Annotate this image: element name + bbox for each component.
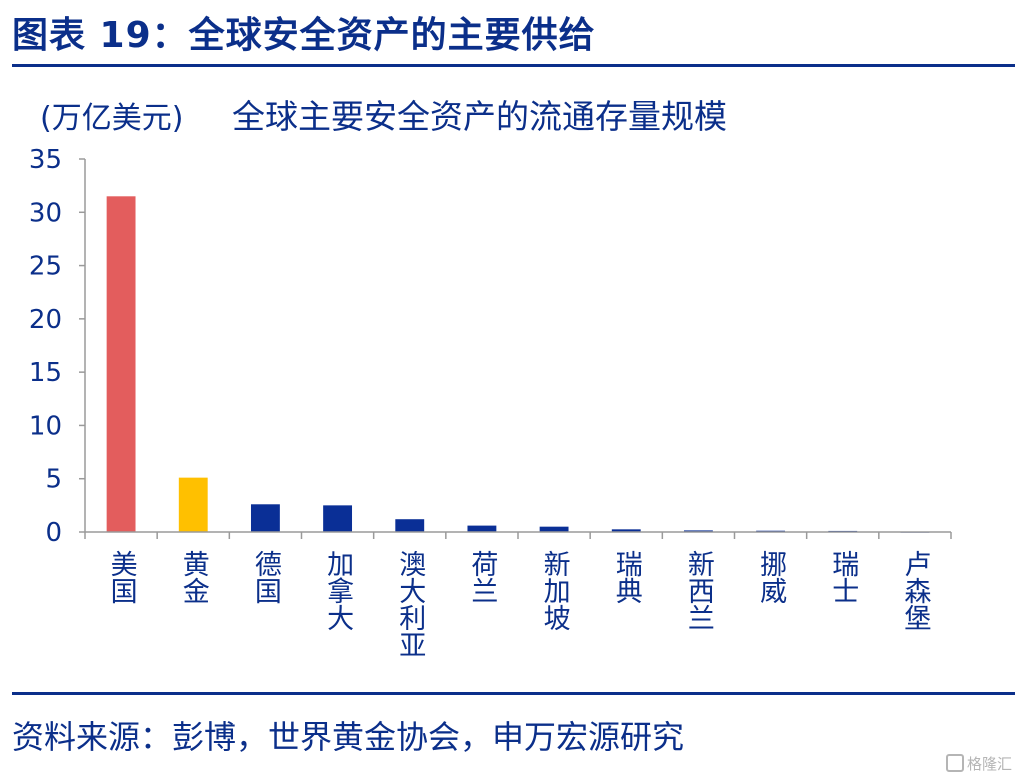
footer-rule xyxy=(12,692,1015,695)
y-tick-label: 30 xyxy=(29,198,62,228)
bar-4 xyxy=(323,505,353,532)
y-tick-label: 0 xyxy=(45,518,62,548)
y-tick-labels: 0 5 10 15 20 25 30 35 xyxy=(29,145,62,548)
bar-1 xyxy=(106,196,136,533)
watermark-text: 格隆汇 xyxy=(966,755,1012,773)
category-labels: 美国 黄金 德国 加拿大 澳大利亚 荷兰 新加坡 瑞典 新西兰 挪威 瑞士 卢森堡 xyxy=(106,550,931,658)
bars xyxy=(106,196,930,533)
y-tick-label: 35 xyxy=(29,145,62,175)
bar-6 xyxy=(467,525,497,532)
category-label: 新西兰 xyxy=(683,550,714,631)
y-tick-label: 15 xyxy=(29,358,62,388)
bar-8 xyxy=(611,529,641,532)
y-tick-label: 5 xyxy=(45,465,62,495)
y-tick-label: 20 xyxy=(29,305,62,335)
category-label: 黄金 xyxy=(178,550,210,604)
category-label: 荷兰 xyxy=(466,550,498,604)
category-label: 美国 xyxy=(106,550,137,604)
category-label: 挪威 xyxy=(755,550,787,604)
bar-2 xyxy=(178,477,208,532)
category-label: 德国 xyxy=(250,550,282,604)
bar-chart: (万亿美元) 全球主要安全资产的流通存量规模 0 5 10 15 20 25 30 35 美国… xyxy=(29,97,952,658)
category-label: 新加坡 xyxy=(539,550,571,631)
y-tick-label: 10 xyxy=(29,411,62,441)
category-label: 加拿大 xyxy=(322,550,354,631)
bar-7 xyxy=(539,526,569,532)
category-label: 澳大利亚 xyxy=(394,550,426,658)
category-label: 卢森堡 xyxy=(899,550,931,631)
y-tick-label: 25 xyxy=(29,252,62,282)
source-note: 资料来源：彭博，世界黄金协会，申万宏源研究 xyxy=(12,718,685,756)
category-label: 瑞典 xyxy=(611,550,642,604)
title-rule xyxy=(12,64,1015,67)
axis-tick-marks xyxy=(79,158,952,539)
watermark-logo-icon xyxy=(945,754,964,772)
watermark: 格隆汇 xyxy=(945,753,1012,774)
figure-title: 图表 19：全球安全资产的主要供给 xyxy=(12,15,596,56)
bar-9 xyxy=(683,530,713,532)
category-label: 瑞士 xyxy=(827,550,858,604)
bar-5 xyxy=(395,519,425,532)
y-axis-unit-label: (万亿美元) xyxy=(40,101,183,136)
chart-title: 全球主要安全资产的流通存量规模 xyxy=(232,97,727,136)
bar-3 xyxy=(250,504,280,532)
